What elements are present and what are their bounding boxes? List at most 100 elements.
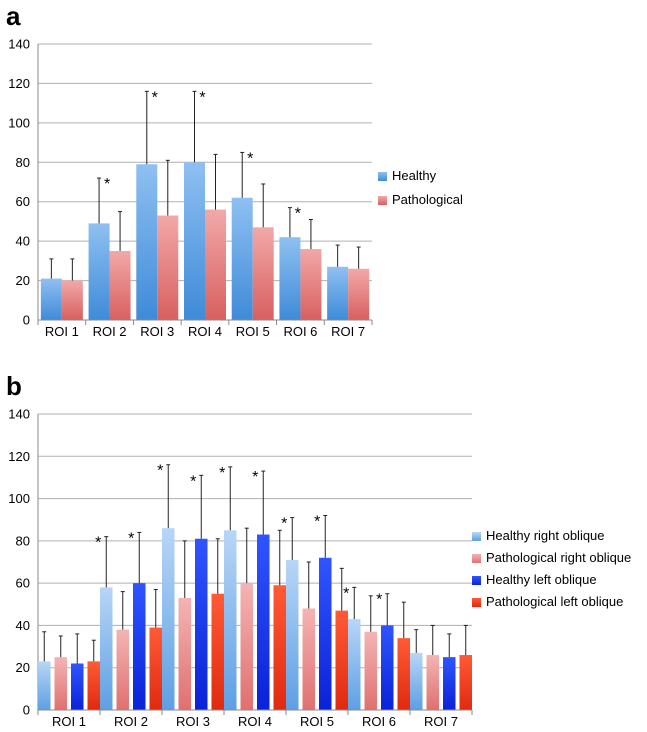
bar — [381, 625, 394, 710]
bar — [319, 557, 332, 710]
bar — [231, 197, 253, 320]
bar — [54, 657, 67, 710]
y-tick-label: 0 — [23, 313, 30, 328]
x-tick-label: ROI 5 — [236, 324, 270, 339]
bar — [109, 251, 131, 320]
legend-label: Pathological — [392, 192, 463, 207]
x-tick-label: ROI 5 — [300, 714, 334, 729]
bar — [61, 280, 83, 320]
y-tick-label: 0 — [23, 703, 30, 718]
bar — [136, 164, 158, 320]
x-tick-label: ROI 6 — [362, 714, 396, 729]
y-tick-label: 100 — [8, 491, 30, 506]
bar — [205, 209, 226, 320]
bar — [157, 215, 179, 320]
bar — [133, 583, 146, 710]
significance-marker: * — [247, 150, 253, 167]
legend-label: Healthy left oblique — [486, 572, 597, 587]
y-tick-label: 40 — [16, 234, 30, 249]
bar — [224, 530, 237, 710]
bar — [286, 559, 299, 710]
bar — [335, 610, 348, 710]
y-tick-label: 120 — [8, 76, 30, 91]
x-tick-label: ROI 6 — [283, 324, 317, 339]
legend-label: Pathological right oblique — [486, 550, 631, 565]
legend-swatch — [472, 576, 481, 585]
legend-swatch — [472, 554, 481, 563]
bar — [443, 657, 456, 710]
bar — [302, 608, 315, 710]
bar — [257, 534, 270, 710]
bar — [459, 655, 472, 710]
bar — [116, 629, 129, 710]
significance-marker: * — [343, 585, 349, 602]
bar — [426, 655, 439, 710]
bar — [87, 661, 100, 710]
legend-swatch — [472, 532, 481, 541]
bar — [88, 223, 110, 320]
y-tick-label: 20 — [16, 660, 30, 675]
x-tick-label: ROI 1 — [45, 324, 79, 339]
bar — [178, 597, 191, 710]
x-tick-label: ROI 7 — [424, 714, 458, 729]
bar — [162, 528, 175, 710]
chart-panel-a: 0 20 40 60 80 100 120 140 ROI 1 ROI 2 ROI 3 ROI 4 RO… — [8, 37, 463, 340]
y-tick-label: 100 — [8, 115, 30, 130]
bar — [348, 268, 370, 320]
bar — [38, 661, 51, 710]
bar — [40, 278, 62, 320]
y-tick-label: 60 — [16, 576, 30, 591]
panel-letter-b: b — [6, 371, 22, 401]
x-tick-label: ROI 3 — [176, 714, 210, 729]
significance-marker: * — [199, 89, 205, 106]
significance-marker: * — [152, 89, 158, 106]
x-tick-label: ROI 2 — [93, 324, 127, 339]
legend-swatch — [378, 172, 387, 181]
significance-marker: * — [281, 516, 287, 533]
x-tick-label: ROI 1 — [52, 714, 86, 729]
significance-marker: * — [104, 176, 110, 193]
y-tick-label: 120 — [8, 449, 30, 464]
significance-marker: * — [295, 206, 301, 223]
bar — [100, 587, 113, 710]
significance-marker: * — [190, 473, 196, 490]
bar — [252, 227, 274, 320]
legend-label: Pathological left oblique — [486, 594, 623, 609]
bar — [410, 652, 423, 710]
legend-swatch — [378, 196, 387, 205]
x-tick-label: ROI 4 — [188, 324, 222, 339]
x-tick-label: ROI 4 — [238, 714, 272, 729]
x-tick-label: ROI 3 — [140, 324, 174, 339]
significance-marker: * — [219, 465, 225, 482]
bar — [364, 631, 377, 710]
bar — [240, 583, 253, 710]
bar — [348, 619, 361, 710]
bar — [184, 162, 205, 320]
legend-swatch — [472, 598, 481, 607]
bar — [397, 638, 410, 710]
y-tick-label: 140 — [8, 407, 30, 422]
significance-marker: * — [95, 535, 101, 552]
y-tick-label: 40 — [16, 618, 30, 633]
y-tick-label: 60 — [16, 194, 30, 209]
x-tick-label: ROI 2 — [114, 714, 148, 729]
panel-letter-a: a — [6, 1, 21, 31]
significance-marker: * — [157, 463, 163, 480]
bar — [300, 249, 322, 320]
bar — [279, 237, 301, 320]
x-tick-label: ROI 7 — [331, 324, 365, 339]
chart-panel-b: 0 20 40 60 80 100 120 140 ROI 1 ROI 2 ROI 3 ROI 4 RO… — [8, 407, 631, 730]
bar — [149, 627, 162, 710]
bar — [327, 266, 349, 320]
bar — [211, 593, 224, 710]
y-tick-label: 80 — [16, 533, 30, 548]
significance-marker: * — [376, 592, 382, 609]
significance-marker: * — [252, 469, 258, 486]
bar — [195, 538, 208, 710]
legend-label: Healthy — [392, 168, 437, 183]
legend-label: Healthy right oblique — [486, 528, 605, 543]
significance-marker: * — [314, 513, 320, 530]
y-tick-label: 140 — [8, 37, 30, 52]
